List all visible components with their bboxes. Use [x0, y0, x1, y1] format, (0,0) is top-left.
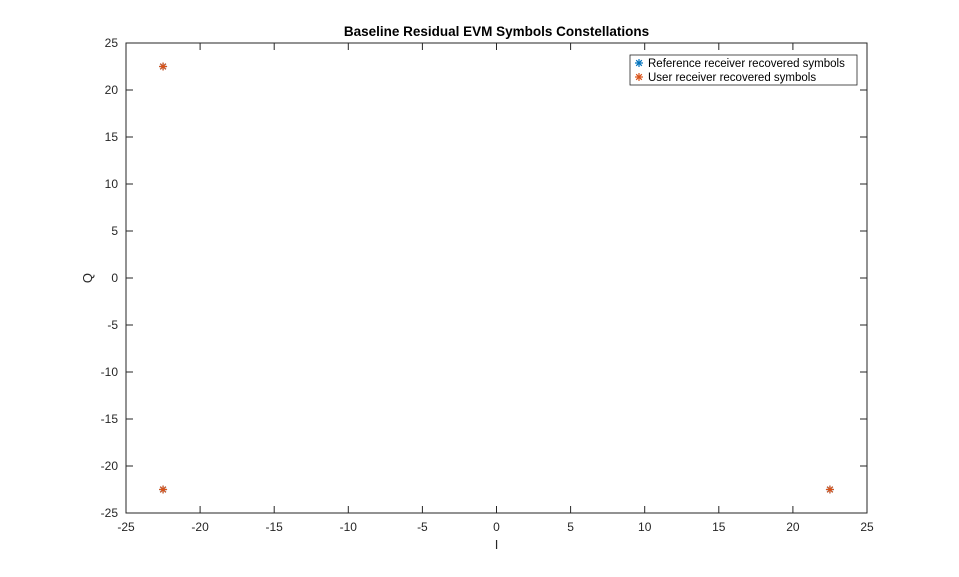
- legend-label-series-1: Reference receiver recovered symbols: [648, 58, 845, 70]
- x-tick-label: 15: [712, 520, 726, 534]
- plot-area: [126, 43, 867, 513]
- y-tick-label: 10: [105, 177, 119, 191]
- x-tick-label: 10: [638, 520, 652, 534]
- x-tick-label: -10: [340, 520, 358, 534]
- y-axis-title: Q: [80, 273, 95, 283]
- y-tick-label: 15: [105, 130, 119, 144]
- data-point-series-2: [159, 63, 167, 71]
- y-tick-label: 5: [111, 224, 118, 238]
- x-tick-label: 20: [786, 520, 800, 534]
- x-tick-label: -20: [191, 520, 209, 534]
- data-point-series-2: [159, 486, 167, 494]
- x-tick-label: 0: [493, 520, 500, 534]
- legend-marker-series-2: [635, 73, 643, 81]
- y-tick-label: -5: [107, 318, 118, 332]
- y-tick-label: -25: [101, 506, 119, 520]
- y-tick-label: 20: [105, 83, 119, 97]
- legend-marker-series-1: [635, 59, 643, 67]
- data-point-series-2: [826, 486, 834, 494]
- x-tick-label: -25: [117, 520, 135, 534]
- x-tick-label: -5: [417, 520, 428, 534]
- y-tick-label: -20: [101, 459, 119, 473]
- x-tick-label: 25: [860, 520, 874, 534]
- y-tick-label: -15: [101, 412, 119, 426]
- chart-title: Baseline Residual EVM Symbols Constellat…: [344, 24, 649, 39]
- y-tick-label: 0: [111, 271, 118, 285]
- x-tick-label: 5: [567, 520, 574, 534]
- y-tick-label: 25: [105, 36, 119, 50]
- x-axis-title: I: [495, 537, 499, 552]
- y-tick-label: -10: [101, 365, 119, 379]
- legend-label-series-2: User receiver recovered symbols: [648, 72, 816, 84]
- x-tick-label: -15: [266, 520, 284, 534]
- legend: Reference receiver recovered symbols User…: [630, 55, 857, 85]
